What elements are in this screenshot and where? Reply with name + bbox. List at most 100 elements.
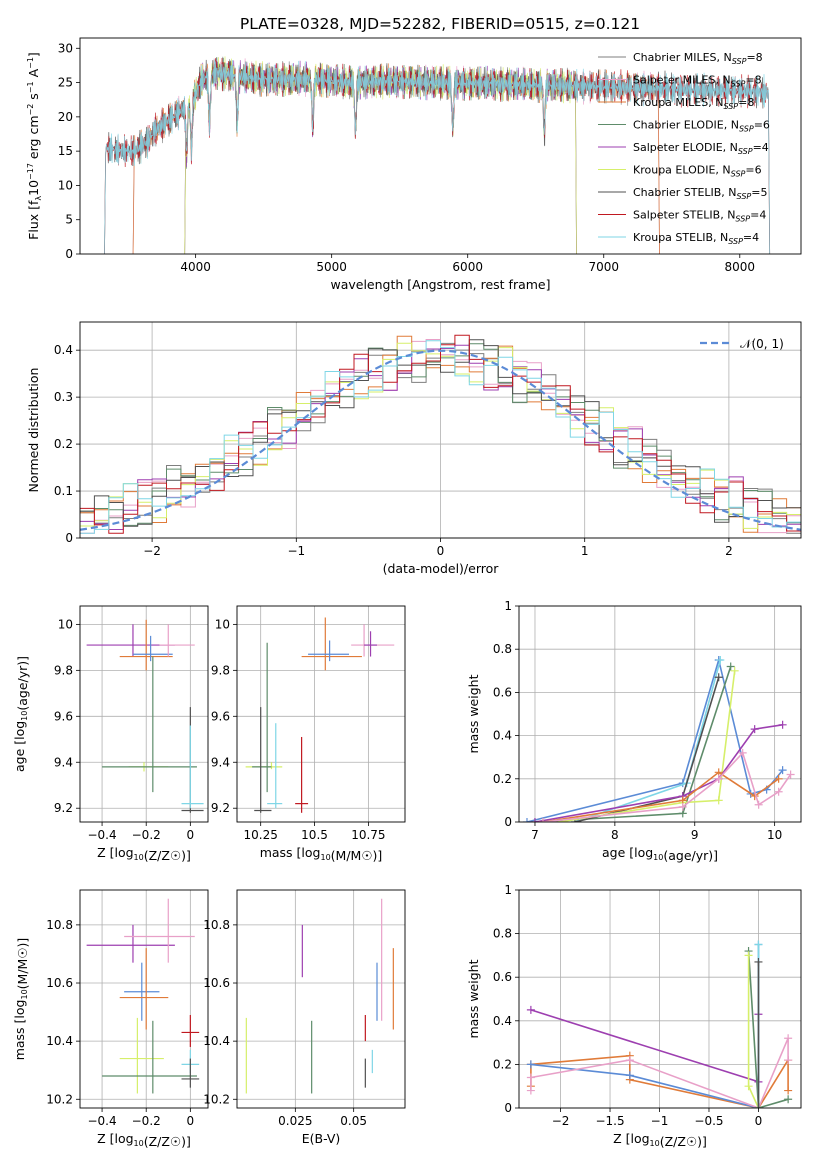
x-tick-label: −0.4 — [87, 828, 116, 842]
x-tick-label: 0 — [187, 1114, 195, 1128]
y-tick-label: 9.8 — [211, 663, 230, 677]
y-tick-label: 9.8 — [54, 663, 73, 677]
x-tick-label: −2 — [552, 1114, 570, 1128]
x-axis-label: Z [log10(Z/Z☉)] — [97, 1131, 191, 1149]
legend-entry: Chabrier MILES, NSSP=8 — [633, 51, 763, 66]
legend: Chabrier MILES, NSSP=8 Salpeter MILES, NS… — [598, 51, 770, 246]
plot-age_vs_Z: −0.4 −0.2 0 9.2 9.4 9.6 9.8 10 Z [log10(Z/Z☉)] ag… — [12, 605, 209, 863]
plot-residuals: −2 −1 0 1 2 0 0.1 0.2 0.3 0.4 (data-model)/error No… — [26, 321, 802, 576]
legend-entry: Chabrier ELODIE, NSSP=6 — [633, 119, 770, 134]
plots-layer: 4000 5000 6000 7000 8000051015202530waveleng… — [12, 37, 802, 1149]
x-tick-label: 4000 — [180, 260, 211, 274]
y-tick-label: 9.2 — [54, 801, 73, 815]
weight-series-line — [747, 950, 789, 1108]
x-tick-label: 8 — [611, 828, 619, 842]
x-tick-label: −0.4 — [87, 1114, 116, 1128]
y-axis-label: mass weight — [466, 674, 481, 753]
legend-entry: Salpeter ELODIE, NSSP=4 — [633, 141, 769, 156]
y-tick-label: 0 — [65, 247, 73, 261]
y-tick-label: 0 — [65, 531, 73, 545]
y-tick-label: 10.2 — [46, 1092, 73, 1106]
legend-entry: Salpeter STELIB, NSSP=4 — [633, 209, 766, 224]
y-tick-label: 9.6 — [211, 709, 230, 723]
x-tick-label: 0 — [187, 828, 195, 842]
y-tick-label: 9.4 — [211, 755, 230, 769]
y-tick-label: 9.4 — [54, 755, 73, 769]
x-tick-label: −1 — [651, 1114, 669, 1128]
weight-marker — [538, 818, 547, 822]
plot-spectrum: 4000 5000 6000 7000 8000 0 5 10 15 20 25 30 waveleng… — [26, 37, 802, 292]
residual-histogram — [80, 339, 801, 527]
weight-marker — [744, 1082, 753, 1091]
x-tick-label: 0.025 — [278, 1114, 312, 1128]
axes-frame — [79, 889, 209, 1109]
weight-marker — [522, 818, 531, 822]
plot-area — [522, 656, 795, 822]
x-axis-label: wavelength [Angstrom, rest frame] — [330, 277, 550, 292]
y-tick-label: 9.2 — [211, 801, 230, 815]
weight-marker — [754, 1104, 763, 1108]
weight-marker — [778, 766, 787, 775]
legend-entry: Kroupa ELODIE, NSSP=6 — [633, 164, 762, 179]
plot-area — [245, 617, 395, 813]
x-tick-label: 10 — [767, 828, 782, 842]
plot-area — [245, 898, 394, 1094]
x-tick-label: 10.75 — [351, 828, 385, 842]
y-tick-label: 0.1 — [54, 484, 73, 498]
weight-marker — [678, 802, 687, 811]
y-tick-label: 15 — [58, 144, 73, 158]
plot-area — [86, 619, 204, 813]
y-tick-label: 0.3 — [54, 390, 73, 404]
y-tick-label: 10.4 — [46, 1034, 73, 1048]
x-tick-label: 10.25 — [244, 828, 278, 842]
x-axis-label: Z [log10(Z/Z☉)] — [97, 845, 191, 863]
weight-marker — [786, 770, 795, 779]
weight-marker — [714, 796, 723, 805]
y-tick-label: 5 — [65, 213, 73, 227]
x-tick-label: 9 — [691, 828, 699, 842]
weight-marker — [784, 1086, 793, 1095]
legend-entry: Kroupa MILES, NSSP=8 — [633, 96, 754, 111]
weight-marker — [526, 1073, 535, 1082]
weight-series-line — [558, 670, 736, 822]
x-axis-label: age [log10(age/yr)] — [602, 845, 718, 863]
y-axis-label: age [log10(age/yr)] — [12, 656, 30, 772]
weight-marker — [730, 666, 739, 675]
weight-marker — [530, 818, 539, 822]
x-axis-label: E(B-V) — [302, 1131, 341, 1146]
x-tick-label: −1.5 — [595, 1114, 624, 1128]
y-tick-label: 0.4 — [54, 343, 73, 357]
y-axis-label: mass weight — [466, 959, 481, 1038]
weight-marker — [526, 1005, 535, 1014]
axes-frame — [518, 605, 802, 823]
y-tick-label: 10.8 — [46, 918, 73, 932]
legend-entry: Chabrier STELIB, NSSP=5 — [633, 186, 767, 201]
plot-area — [86, 898, 200, 1094]
y-tick-label: 0.6 — [493, 970, 512, 984]
x-tick-label: 6000 — [452, 260, 483, 274]
plot-mass_vs_ebv: 0.025 0.05 10.2 10.4 10.6 10.8 E(B-V) — [203, 889, 406, 1146]
y-axis-label: Flux [fλ10−17 erg cm−2 s−1 A−1] — [26, 52, 43, 240]
axes-frame — [236, 889, 406, 1109]
weight-marker — [526, 1060, 535, 1069]
y-tick-label: 0.4 — [493, 729, 512, 743]
weight-marker — [754, 800, 763, 809]
y-tick-label: 10.6 — [46, 976, 73, 990]
weight-marker — [784, 1034, 793, 1043]
x-axis-label: mass [log10(M/M☉)] — [260, 845, 383, 863]
axes-frame — [236, 605, 406, 823]
weight-marker — [754, 940, 763, 949]
y-tick-label: 0.2 — [54, 437, 73, 451]
x-axis-label: Z [log10(Z/Z☉)] — [613, 1131, 707, 1149]
plot-area — [80, 334, 801, 534]
y-axis-label: mass [log10(M/M☉)] — [12, 938, 30, 1061]
axes-frame — [79, 605, 209, 823]
weight-marker — [526, 1086, 535, 1095]
x-tick-label: 2 — [725, 544, 733, 558]
y-tick-label: 0 — [504, 1101, 512, 1115]
y-tick-label: 10 — [215, 617, 230, 631]
y-tick-label: 10 — [58, 178, 73, 192]
legend-entry: Salpeter MILES, NSSP=8 — [633, 74, 762, 89]
y-tick-label: 1 — [504, 883, 512, 897]
